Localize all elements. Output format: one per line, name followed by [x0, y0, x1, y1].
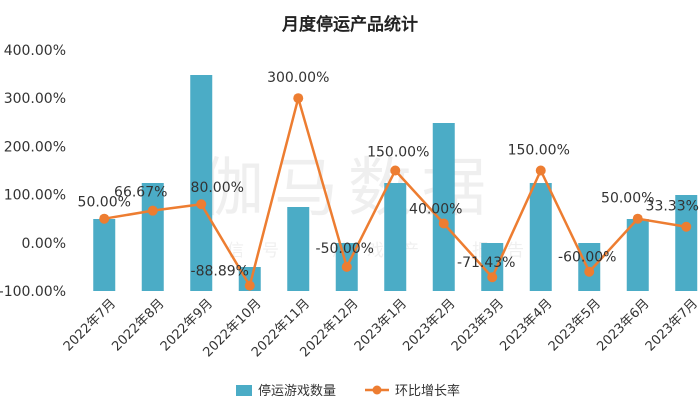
line-point: [536, 166, 546, 176]
legend-line-marker: [373, 386, 382, 395]
y-tick-label: -100.00%: [0, 284, 66, 300]
bar: [93, 219, 115, 291]
chart-title: 月度停运产品统计: [281, 14, 418, 35]
y-tick-label: 300.00%: [4, 91, 66, 107]
legend-bar-label: 停运游戏数量: [258, 383, 336, 399]
data-label: 66.67%: [114, 185, 167, 201]
line-point: [99, 214, 109, 224]
data-label: 33.33%: [646, 199, 699, 215]
data-label: -88.89%: [191, 264, 249, 280]
data-label: 150.00%: [367, 145, 429, 161]
data-label: -60.00%: [558, 250, 616, 266]
legend-line-label: 环比增长率: [395, 383, 460, 399]
line-point: [439, 219, 449, 229]
bar: [287, 207, 309, 291]
line-point: [293, 93, 303, 103]
line-point: [342, 262, 352, 272]
y-axis: 400.00% 300.00% 200.00% 100.00% 0.00% -100.00…: [0, 43, 66, 300]
y-tick-label: 100.00%: [4, 188, 66, 204]
line-point: [196, 199, 206, 209]
data-label: 150.00%: [508, 143, 570, 159]
y-tick-label: 200.00%: [4, 139, 66, 155]
bar: [627, 219, 649, 291]
line-point: [584, 267, 594, 277]
data-label: -50.00%: [316, 241, 374, 257]
x-axis: 2022年7月2022年8月2022年9月2022年10月2022年11月202…: [61, 296, 700, 360]
data-label: -71.43%: [457, 255, 515, 271]
legend: 停运游戏数量 环比增长率: [236, 383, 460, 399]
legend-bar-swatch: [236, 385, 252, 396]
line-point: [487, 272, 497, 282]
line-point: [245, 281, 255, 291]
bar: [530, 183, 552, 291]
line-point: [390, 166, 400, 176]
bar: [384, 183, 406, 291]
x-tick-label: 2023年7月: [643, 296, 700, 354]
line-point: [681, 222, 691, 232]
y-tick-label: 0.00%: [22, 236, 66, 252]
line-point: [633, 214, 643, 224]
data-label: 80.00%: [191, 180, 244, 196]
y-tick-label: 400.00%: [4, 43, 66, 59]
data-label: 40.00%: [409, 202, 462, 218]
data-label: 300.00%: [267, 70, 329, 86]
line-point: [148, 206, 158, 216]
